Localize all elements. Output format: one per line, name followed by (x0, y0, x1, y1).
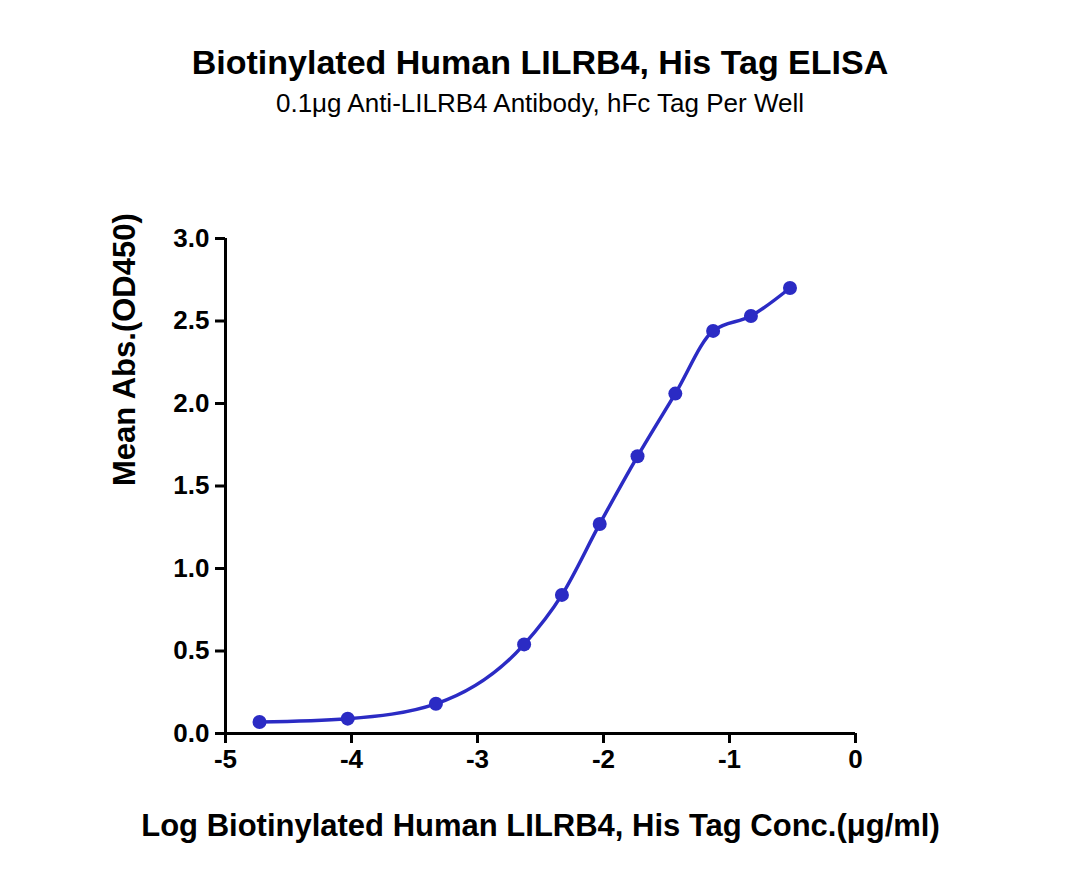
html-text:0.1μg Anti-LILRB4 Antibody, hF: 0.1μg Anti-LILRB4 Antibody, hFc Tag Per … (276, 88, 804, 118)
svg-text:Mean Abs.(OD450): Mean Abs.(OD450) (107, 213, 142, 486)
svg-text:-2: -2 (592, 744, 615, 774)
svg-text:0: 0 (848, 744, 862, 774)
svg-text:-5: -5 (214, 744, 237, 774)
svg-text:Log Biotinylated Human LILRB4,: Log Biotinylated Human LILRB4, His Tag C… (141, 808, 940, 843)
svg-text:1.0: 1.0 (173, 553, 209, 583)
svg-text:-1: -1 (718, 744, 741, 774)
html-text:Biotinylated Human LILRB4, His: Biotinylated Human LILRB4, His Tag ELISA (191, 43, 889, 81)
svg-text:-4: -4 (340, 744, 364, 774)
svg-text:0.5: 0.5 (173, 635, 209, 665)
svg-text:1.5: 1.5 (173, 470, 209, 500)
svg-text:-3: -3 (466, 744, 489, 774)
svg-text:2.5: 2.5 (173, 305, 209, 335)
svg-text:2.0: 2.0 (173, 388, 209, 418)
svg-text:3.0: 3.0 (173, 223, 209, 253)
svg-text:0.0: 0.0 (173, 718, 209, 748)
